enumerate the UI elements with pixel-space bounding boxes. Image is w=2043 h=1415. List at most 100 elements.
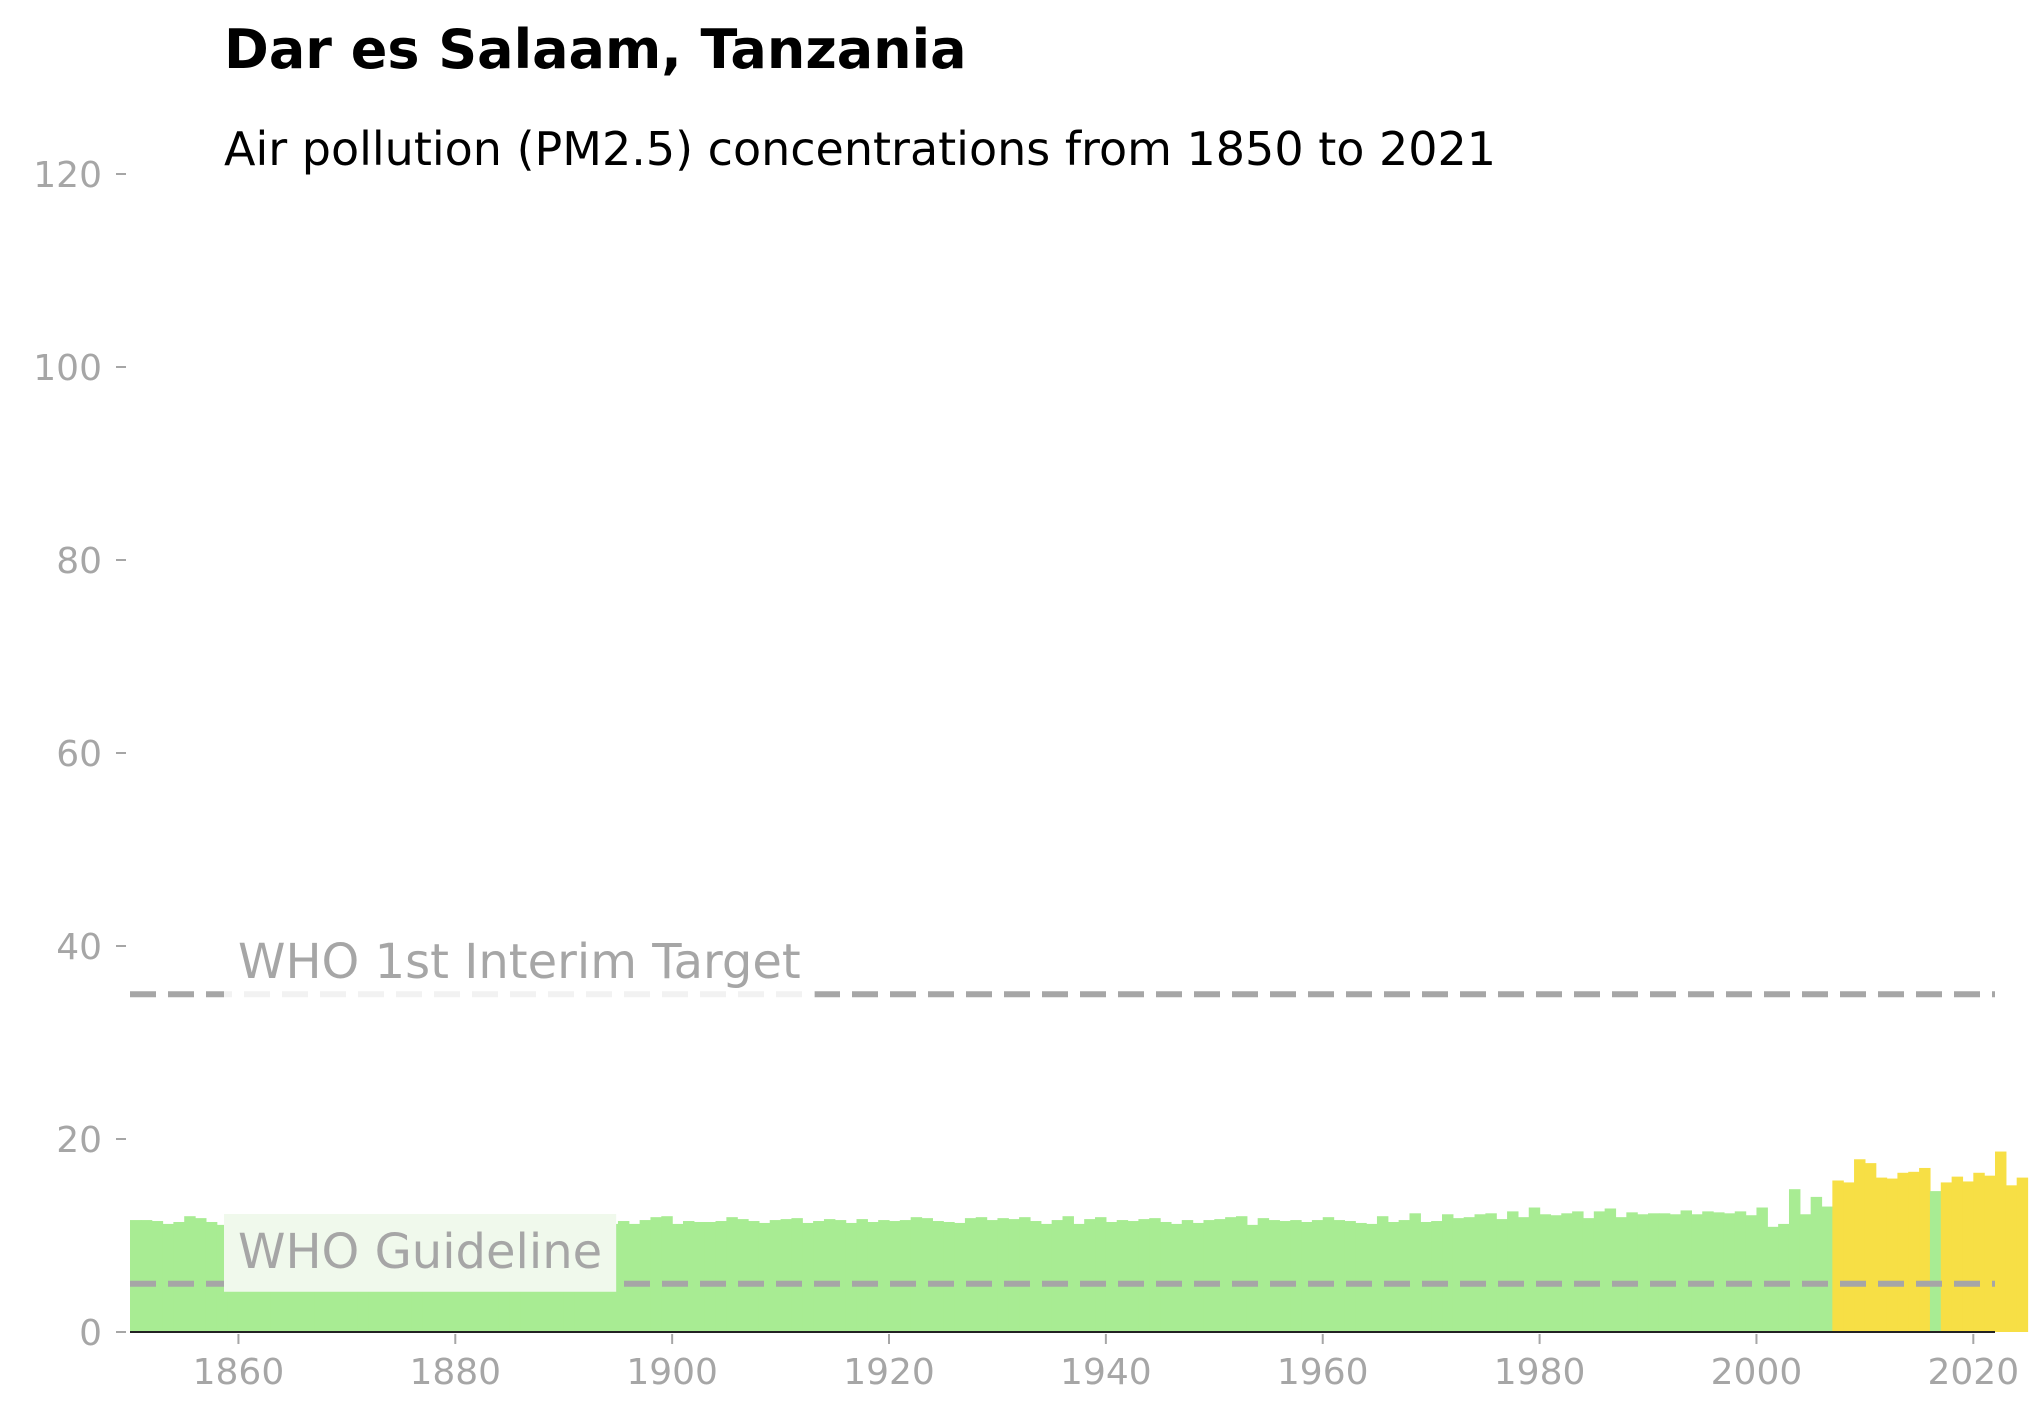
bar-1899 (661, 1216, 673, 1332)
bar-1922 (910, 1217, 923, 1332)
bar-2023 (2005, 1185, 2018, 1332)
bar-1901 (682, 1221, 695, 1332)
y-tick-label-100: 100 (33, 348, 102, 389)
bar-1972 (1452, 1218, 1465, 1332)
bar-1929 (986, 1220, 999, 1332)
bar-1896 (628, 1223, 641, 1332)
bar-1935 (1051, 1220, 1064, 1332)
x-tick-label-1860: 1860 (193, 1352, 285, 1393)
bar-1934 (1040, 1223, 1053, 1332)
bar-2003 (1788, 1189, 1801, 1332)
bar-1907 (748, 1221, 760, 1332)
bar-1924 (932, 1221, 944, 1332)
bar-1999 (1745, 1215, 1758, 1332)
bar-1946 (1170, 1223, 1183, 1332)
reference-label-background-0 (224, 924, 815, 1000)
y-tick-label-80: 80 (56, 541, 102, 582)
reference-label-0: WHO 1st Interim Target (238, 934, 801, 990)
y-tick-label-40: 40 (56, 927, 102, 968)
bar-1978 (1517, 1217, 1530, 1332)
bar-1975 (1485, 1213, 1497, 1332)
bar-2000 (1756, 1207, 1768, 1332)
bar-1966 (1387, 1221, 1400, 1332)
bar-1967 (1398, 1220, 1411, 1332)
bar-1979 (1528, 1207, 1541, 1332)
bar-1897 (639, 1220, 652, 1332)
bar-1982 (1561, 1213, 1573, 1332)
bar-1925 (943, 1221, 955, 1332)
bar-1995 (1702, 1211, 1714, 1332)
bar-1981 (1550, 1215, 1562, 1332)
x-tick-label-2020: 2020 (1928, 1352, 2020, 1393)
bar-1939 (1095, 1217, 1107, 1332)
bar-1909 (769, 1220, 782, 1332)
bar-1921 (899, 1220, 912, 1332)
bar-1955 (1268, 1220, 1280, 1332)
bar-1908 (758, 1222, 771, 1332)
bar-2010 (1864, 1163, 1877, 1332)
bar-1954 (1257, 1218, 1270, 1332)
bar-1974 (1474, 1214, 1486, 1332)
reference-lines-layer: WHO 1st Interim Target WHO Guideline (130, 924, 1995, 1292)
bar-1956 (1279, 1221, 1291, 1332)
bar-1970 (1431, 1221, 1443, 1332)
bar-1988 (1626, 1212, 1638, 1332)
bar-1941 (1116, 1220, 1129, 1332)
bar-2007 (1832, 1180, 1844, 1332)
bar-1857 (205, 1221, 218, 1332)
bar-2008 (1843, 1182, 1855, 1332)
bar-1936 (1062, 1216, 1074, 1332)
bar-1905 (726, 1217, 738, 1332)
bar-1958 (1301, 1221, 1313, 1332)
bar-1923 (921, 1218, 933, 1332)
bar-1910 (780, 1219, 793, 1332)
bar-1989 (1637, 1214, 1649, 1332)
y-tick-label-120: 120 (33, 155, 102, 196)
chart-subtitle: Air pollution (PM2.5) concentrations fro… (224, 122, 1497, 176)
x-tick-label-2000: 2000 (1711, 1352, 1803, 1393)
bar-1960 (1322, 1217, 1335, 1332)
x-tick-label-1980: 1980 (1494, 1352, 1586, 1393)
bar-1957 (1290, 1220, 1302, 1332)
bar-1980 (1539, 1214, 1552, 1332)
bar-1854 (173, 1221, 185, 1332)
bar-1997 (1723, 1213, 1736, 1332)
reference-label-background-1 (224, 1214, 617, 1292)
bar-1900 (672, 1223, 684, 1332)
bar-1985 (1593, 1211, 1606, 1332)
bar-1928 (975, 1217, 988, 1332)
bar-1917 (856, 1219, 868, 1332)
bar-1852 (151, 1221, 164, 1332)
x-tick-label-1940: 1940 (1060, 1352, 1152, 1393)
bar-1904 (715, 1221, 727, 1332)
bar-2020 (1973, 1172, 1985, 1332)
axes-layer: 0 20 40 60 80 100 120 1860 1880 1900 1920 1940 1960 1… (33, 155, 2019, 1393)
bar-1930 (997, 1218, 1009, 1332)
x-tick-label-1900: 1900 (626, 1352, 718, 1393)
bar-2009 (1854, 1159, 1866, 1332)
bar-1998 (1734, 1211, 1747, 1332)
x-tick-label-1880: 1880 (409, 1352, 501, 1393)
bar-1991 (1658, 1213, 1671, 1332)
bar-1932 (1019, 1217, 1031, 1332)
bar-1944 (1149, 1218, 1161, 1332)
bar-1990 (1648, 1213, 1660, 1332)
bar-1987 (1615, 1217, 1627, 1332)
bar-1915 (834, 1220, 847, 1332)
bar-1950 (1214, 1219, 1226, 1332)
bar-1947 (1181, 1220, 1194, 1332)
bar-2017 (1940, 1182, 1953, 1332)
bar-1942 (1127, 1221, 1140, 1332)
bar-1996 (1713, 1212, 1725, 1332)
bar-1914 (823, 1219, 836, 1332)
bar-1903 (704, 1221, 717, 1332)
bar-1992 (1669, 1214, 1682, 1332)
y-tick-label-60: 60 (56, 734, 102, 775)
bar-1968 (1409, 1213, 1421, 1332)
bar-1976 (1496, 1219, 1508, 1332)
bar-2001 (1767, 1226, 1779, 1332)
bar-1983 (1572, 1211, 1584, 1332)
bar-1902 (693, 1221, 706, 1332)
bar-1850 (130, 1220, 142, 1332)
